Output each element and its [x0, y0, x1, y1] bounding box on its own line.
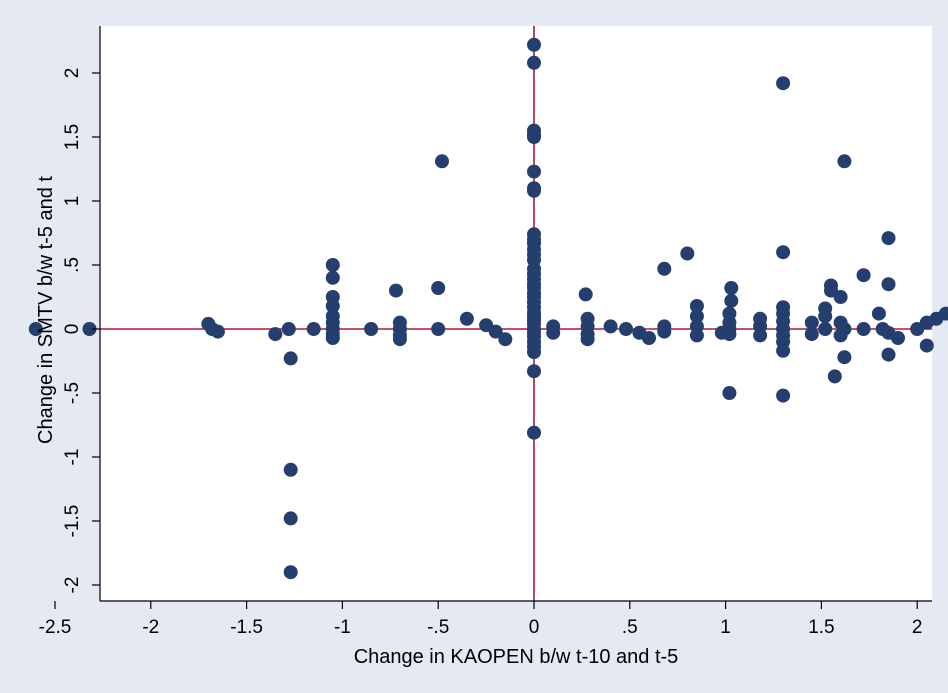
data-points	[28, 37, 948, 580]
data-point	[919, 338, 934, 353]
data-point	[546, 325, 561, 340]
y-tick-label: 1	[62, 196, 83, 207]
data-point	[392, 332, 407, 347]
data-point	[837, 322, 852, 336]
data-point	[856, 322, 871, 336]
data-point	[306, 322, 321, 336]
data-point	[881, 231, 896, 246]
x-tick-label: 0	[529, 617, 540, 638]
data-point	[603, 319, 618, 334]
data-point	[722, 327, 737, 342]
data-point	[776, 343, 791, 358]
data-point	[833, 290, 848, 304]
data-point	[527, 164, 541, 179]
x-tick-label: -.5	[427, 617, 449, 638]
data-point	[281, 322, 296, 336]
x-tick-label: 2	[912, 617, 923, 638]
y-axis-title: Change in SMTV b/w t-5 and t	[35, 176, 57, 444]
y-tick-label: 1.5	[62, 124, 83, 150]
x-tick-label: -1	[334, 617, 351, 638]
plot-area	[100, 26, 932, 601]
data-point	[881, 277, 896, 292]
x-axis-title: Change in KAOPEN b/w t-10 and t-5	[354, 646, 679, 668]
y-tick-label: 2	[62, 68, 83, 79]
data-point	[283, 351, 298, 366]
x-tick-label: 1	[720, 617, 731, 638]
data-point	[856, 268, 871, 283]
data-point	[804, 327, 819, 342]
data-point	[210, 324, 225, 339]
data-point	[753, 328, 768, 343]
data-point	[527, 55, 541, 70]
y-tick-label: 0	[62, 324, 83, 335]
x-tick-label: .5	[622, 617, 638, 638]
data-point	[389, 283, 403, 298]
data-point	[824, 278, 838, 293]
data-point	[431, 281, 446, 295]
data-point	[488, 324, 503, 339]
data-point	[776, 388, 791, 403]
data-point	[619, 322, 633, 336]
data-point	[325, 331, 340, 345]
y-tick-label: -2	[62, 577, 83, 594]
data-point	[938, 306, 948, 321]
data-point	[283, 511, 298, 526]
x-tick-label: -2	[142, 617, 159, 638]
data-point	[580, 332, 595, 347]
data-point	[689, 309, 704, 324]
data-point	[689, 299, 704, 313]
data-point	[578, 287, 593, 302]
data-point	[527, 425, 541, 440]
data-point	[837, 154, 852, 169]
data-point	[871, 306, 886, 321]
data-point	[722, 386, 737, 400]
x-tick-label: 1.5	[808, 617, 834, 638]
data-point	[657, 261, 672, 276]
x-tick-label: -2.5	[39, 617, 72, 638]
data-point	[431, 322, 446, 336]
y-tick-label: -1	[62, 449, 83, 466]
data-point	[527, 183, 541, 198]
y-axis-ticks: -2 -1.5 -1 -.5 0 .5 1 1.5 2	[62, 68, 100, 594]
data-point	[827, 369, 842, 384]
data-point	[776, 245, 791, 260]
x-axis-ticks: -4-3.5-3-2.5-2-1.5-1-.50.511.522.533.54	[39, 601, 923, 638]
data-point	[527, 364, 541, 379]
data-point	[818, 322, 833, 336]
data-point	[881, 347, 896, 362]
x-tick-label: -1.5	[230, 617, 263, 638]
data-point	[325, 258, 340, 272]
data-point	[642, 331, 656, 345]
data-point	[283, 462, 298, 477]
y-tick-label: .5	[62, 257, 83, 273]
data-point	[364, 322, 379, 336]
data-point	[527, 345, 541, 359]
data-point	[804, 315, 819, 330]
data-point	[689, 328, 704, 343]
y-tick-label: -.5	[62, 382, 83, 404]
data-point	[680, 246, 695, 261]
data-point	[657, 324, 672, 339]
data-point	[498, 332, 513, 347]
data-point	[268, 327, 283, 342]
axes	[99, 26, 932, 602]
data-point	[325, 299, 340, 313]
data-point	[82, 322, 97, 336]
data-point	[527, 37, 541, 52]
data-point	[891, 331, 905, 345]
data-point	[527, 130, 541, 144]
y-tick-label: -1.5	[62, 505, 83, 538]
data-point	[776, 76, 791, 91]
data-point	[325, 270, 340, 285]
data-point	[724, 281, 739, 295]
data-point	[837, 350, 852, 365]
data-point	[28, 322, 43, 336]
data-point	[283, 565, 298, 580]
data-point	[435, 154, 449, 169]
data-point	[459, 311, 474, 326]
data-point	[818, 309, 833, 324]
data-point	[724, 293, 739, 308]
